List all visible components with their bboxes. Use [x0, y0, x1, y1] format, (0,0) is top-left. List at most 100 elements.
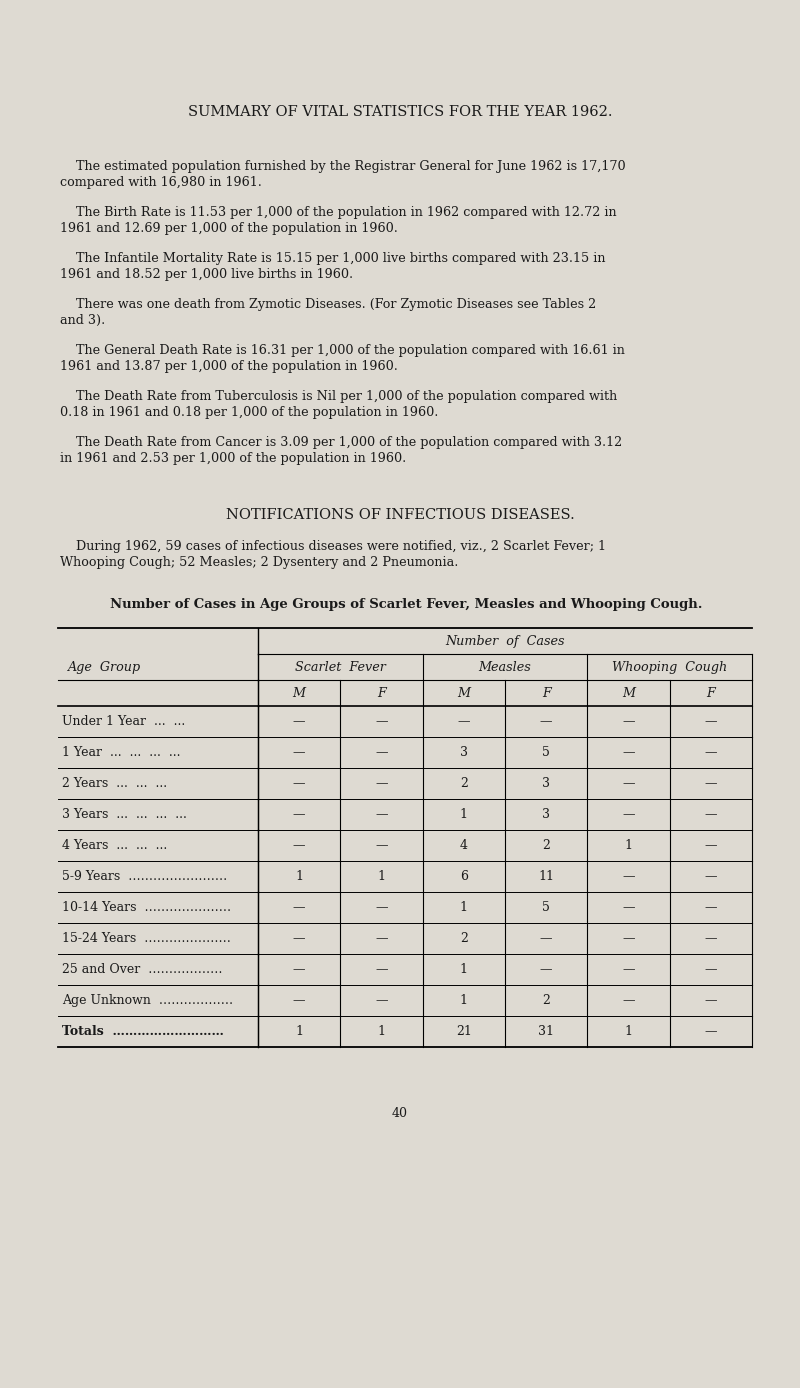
- Text: Number  of  Cases: Number of Cases: [446, 634, 565, 647]
- Text: —: —: [540, 715, 553, 727]
- Text: 0.18 in 1961 and 0.18 per 1,000 of the population in 1960.: 0.18 in 1961 and 0.18 per 1,000 of the p…: [60, 407, 438, 419]
- Text: —: —: [705, 745, 717, 759]
- Text: —: —: [375, 777, 388, 790]
- Text: 1: 1: [460, 808, 468, 820]
- Text: 1: 1: [460, 963, 468, 976]
- Text: —: —: [622, 901, 634, 915]
- Text: and 3).: and 3).: [60, 314, 106, 328]
- Text: —: —: [375, 931, 388, 945]
- Text: —: —: [705, 994, 717, 1008]
- Text: 1: 1: [295, 1024, 303, 1038]
- Text: 4 Years  ...  ...  ...: 4 Years ... ... ...: [62, 838, 167, 852]
- Text: 1: 1: [378, 870, 386, 883]
- Text: 2: 2: [542, 838, 550, 852]
- Text: —: —: [705, 808, 717, 820]
- Text: 1 Year  ...  ...  ...  ...: 1 Year ... ... ... ...: [62, 745, 181, 759]
- Text: F: F: [542, 687, 550, 700]
- Text: —: —: [293, 838, 306, 852]
- Text: —: —: [622, 870, 634, 883]
- Text: —: —: [293, 931, 306, 945]
- Text: 4: 4: [460, 838, 468, 852]
- Text: —: —: [705, 931, 717, 945]
- Text: —: —: [622, 994, 634, 1008]
- Text: 1961 and 18.52 per 1,000 live births in 1960.: 1961 and 18.52 per 1,000 live births in …: [60, 268, 353, 280]
- Text: 21: 21: [456, 1024, 472, 1038]
- Text: M: M: [458, 687, 470, 700]
- Text: —: —: [540, 963, 553, 976]
- Text: —: —: [293, 901, 306, 915]
- Text: 1: 1: [460, 901, 468, 915]
- Text: There was one death from Zymotic Diseases. (For Zymotic Diseases see Tables 2: There was one death from Zymotic Disease…: [60, 298, 596, 311]
- Text: M: M: [622, 687, 635, 700]
- Text: —: —: [705, 870, 717, 883]
- Text: —: —: [375, 994, 388, 1008]
- Text: The Infantile Mortality Rate is 15.15 per 1,000 live births compared with 23.15 : The Infantile Mortality Rate is 15.15 pe…: [60, 253, 606, 265]
- Text: —: —: [622, 808, 634, 820]
- Text: Under 1 Year  ...  ...: Under 1 Year ... ...: [62, 715, 186, 727]
- Text: The General Death Rate is 16.31 per 1,000 of the population compared with 16.61 : The General Death Rate is 16.31 per 1,00…: [60, 344, 625, 357]
- Text: compared with 16,980 in 1961.: compared with 16,980 in 1961.: [60, 176, 262, 189]
- Text: —: —: [622, 777, 634, 790]
- Text: Scarlet  Fever: Scarlet Fever: [295, 661, 386, 673]
- Text: 40: 40: [392, 1108, 408, 1120]
- Text: 11: 11: [538, 870, 554, 883]
- Text: During 1962, 59 cases of infectious diseases were notified, viz., 2 Scarlet Feve: During 1962, 59 cases of infectious dise…: [60, 540, 606, 552]
- Text: —: —: [622, 931, 634, 945]
- Text: 25 and Over  ………………: 25 and Over ………………: [62, 963, 222, 976]
- Text: —: —: [375, 745, 388, 759]
- Text: Age Unknown  ………………: Age Unknown ………………: [62, 994, 233, 1008]
- Text: Number of Cases in Age Groups of Scarlet Fever, Measles and Whooping Cough.: Number of Cases in Age Groups of Scarlet…: [110, 598, 702, 611]
- Text: The Death Rate from Tuberculosis is Nil per 1,000 of the population compared wit: The Death Rate from Tuberculosis is Nil …: [60, 390, 618, 403]
- Text: —: —: [458, 715, 470, 727]
- Text: —: —: [293, 808, 306, 820]
- Text: NOTIFICATIONS OF INFECTIOUS DISEASES.: NOTIFICATIONS OF INFECTIOUS DISEASES.: [226, 508, 574, 522]
- Text: —: —: [375, 808, 388, 820]
- Text: Whooping Cough; 52 Measles; 2 Dysentery and 2 Pneumonia.: Whooping Cough; 52 Measles; 2 Dysentery …: [60, 557, 458, 569]
- Text: 1: 1: [625, 1024, 633, 1038]
- Text: 1: 1: [295, 870, 303, 883]
- Text: —: —: [375, 715, 388, 727]
- Text: —: —: [705, 963, 717, 976]
- Text: —: —: [293, 963, 306, 976]
- Text: —: —: [375, 963, 388, 976]
- Text: —: —: [293, 745, 306, 759]
- Text: SUMMARY OF VITAL STATISTICS FOR THE YEAR 1962.: SUMMARY OF VITAL STATISTICS FOR THE YEAR…: [188, 105, 612, 119]
- Text: —: —: [375, 901, 388, 915]
- Text: Totals  ………………………: Totals ………………………: [62, 1024, 224, 1038]
- Text: The Death Rate from Cancer is 3.09 per 1,000 of the population compared with 3.1: The Death Rate from Cancer is 3.09 per 1…: [60, 436, 622, 448]
- Text: The Birth Rate is 11.53 per 1,000 of the population in 1962 compared with 12.72 : The Birth Rate is 11.53 per 1,000 of the…: [60, 205, 617, 219]
- Text: 6: 6: [460, 870, 468, 883]
- Text: —: —: [622, 745, 634, 759]
- Text: 3: 3: [460, 745, 468, 759]
- Text: 15-24 Years  …………………: 15-24 Years …………………: [62, 931, 231, 945]
- Text: —: —: [293, 777, 306, 790]
- Text: M: M: [293, 687, 306, 700]
- Text: 1: 1: [460, 994, 468, 1008]
- Text: 2: 2: [542, 994, 550, 1008]
- Text: 10-14 Years  …………………: 10-14 Years …………………: [62, 901, 231, 915]
- Text: —: —: [622, 715, 634, 727]
- Text: —: —: [375, 838, 388, 852]
- Text: 2: 2: [460, 777, 468, 790]
- Text: F: F: [706, 687, 715, 700]
- Text: —: —: [705, 1024, 717, 1038]
- Text: 1961 and 13.87 per 1,000 of the population in 1960.: 1961 and 13.87 per 1,000 of the populati…: [60, 359, 398, 373]
- Text: —: —: [705, 838, 717, 852]
- Text: —: —: [293, 715, 306, 727]
- Text: 3: 3: [542, 808, 550, 820]
- Text: 2: 2: [460, 931, 468, 945]
- Text: 1961 and 12.69 per 1,000 of the population in 1960.: 1961 and 12.69 per 1,000 of the populati…: [60, 222, 398, 235]
- Text: 2 Years  ...  ...  ...: 2 Years ... ... ...: [62, 777, 167, 790]
- Text: —: —: [293, 994, 306, 1008]
- Text: The estimated population furnished by the Registrar General for June 1962 is 17,: The estimated population furnished by th…: [60, 160, 626, 174]
- Text: 5: 5: [542, 901, 550, 915]
- Text: 3 Years  ...  ...  ...  ...: 3 Years ... ... ... ...: [62, 808, 187, 820]
- Text: Whooping  Cough: Whooping Cough: [612, 661, 727, 673]
- Text: —: —: [705, 777, 717, 790]
- Text: in 1961 and 2.53 per 1,000 of the population in 1960.: in 1961 and 2.53 per 1,000 of the popula…: [60, 452, 406, 465]
- Text: —: —: [540, 931, 553, 945]
- Text: 5-9 Years  ……………………: 5-9 Years ……………………: [62, 870, 227, 883]
- Text: Age  Group: Age Group: [68, 661, 141, 673]
- Text: —: —: [705, 715, 717, 727]
- Text: 1: 1: [378, 1024, 386, 1038]
